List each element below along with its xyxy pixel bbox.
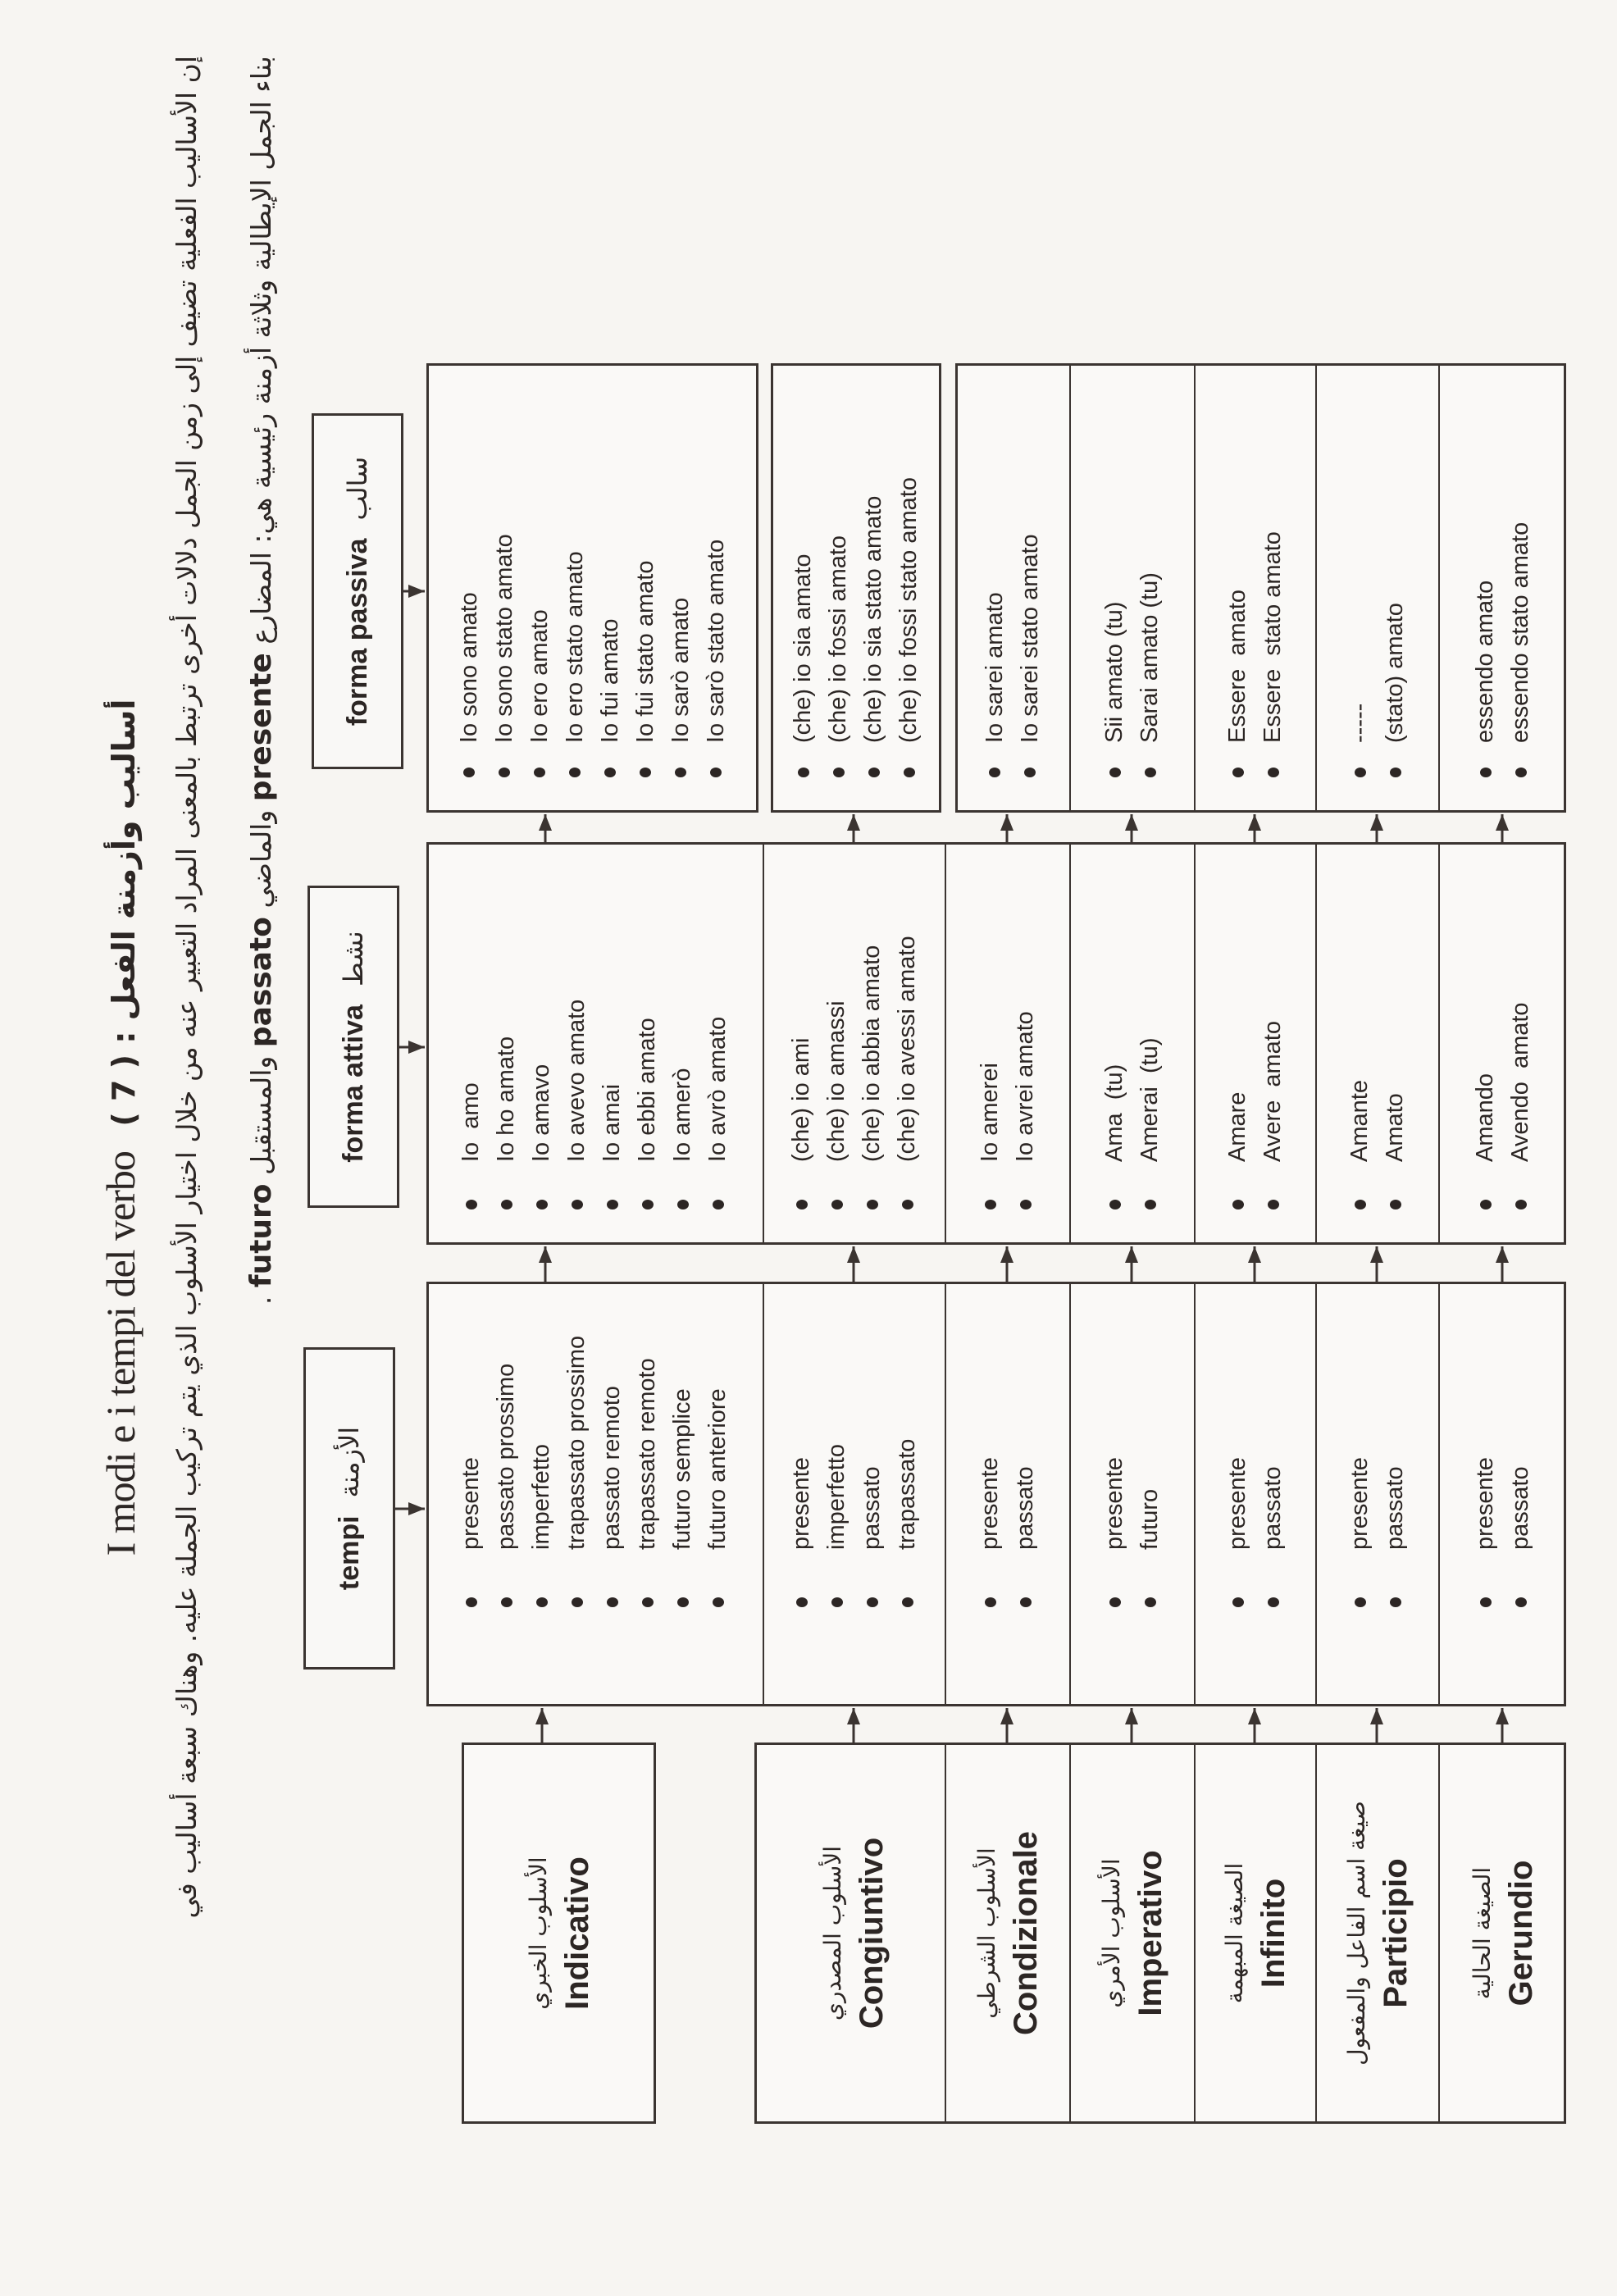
arrow-right-icon: [1125, 1246, 1138, 1282]
arrow-right-icon: [1248, 1708, 1261, 1742]
arrow-down-icon: [399, 1041, 425, 1054]
arrow-right-icon: [1248, 814, 1261, 842]
arrow-down-icon: [403, 585, 425, 598]
arrow-right-icon: [535, 1708, 549, 1742]
arrow-right-icon: [1000, 1246, 1013, 1282]
arrow-down-icon: [395, 1502, 425, 1515]
arrow-right-icon: [1496, 1708, 1509, 1742]
arrow-right-icon: [1125, 814, 1138, 842]
arrow-right-icon: [847, 1708, 860, 1742]
arrow-right-icon: [847, 814, 860, 842]
arrow-right-icon: [1370, 1246, 1383, 1282]
arrow-right-icon: [847, 1246, 860, 1282]
arrow-right-icon: [1000, 1708, 1013, 1742]
arrow-right-icon: [1248, 1246, 1261, 1282]
arrow-right-icon: [539, 814, 552, 842]
arrow-right-icon: [539, 1246, 552, 1282]
arrow-right-icon: [1000, 814, 1013, 842]
arrow-right-icon: [1125, 1708, 1138, 1742]
arrow-right-icon: [1496, 1246, 1509, 1282]
arrow-right-icon: [1496, 814, 1509, 842]
arrow-right-icon: [1370, 814, 1383, 842]
arrow-right-icon: [1370, 1708, 1383, 1742]
